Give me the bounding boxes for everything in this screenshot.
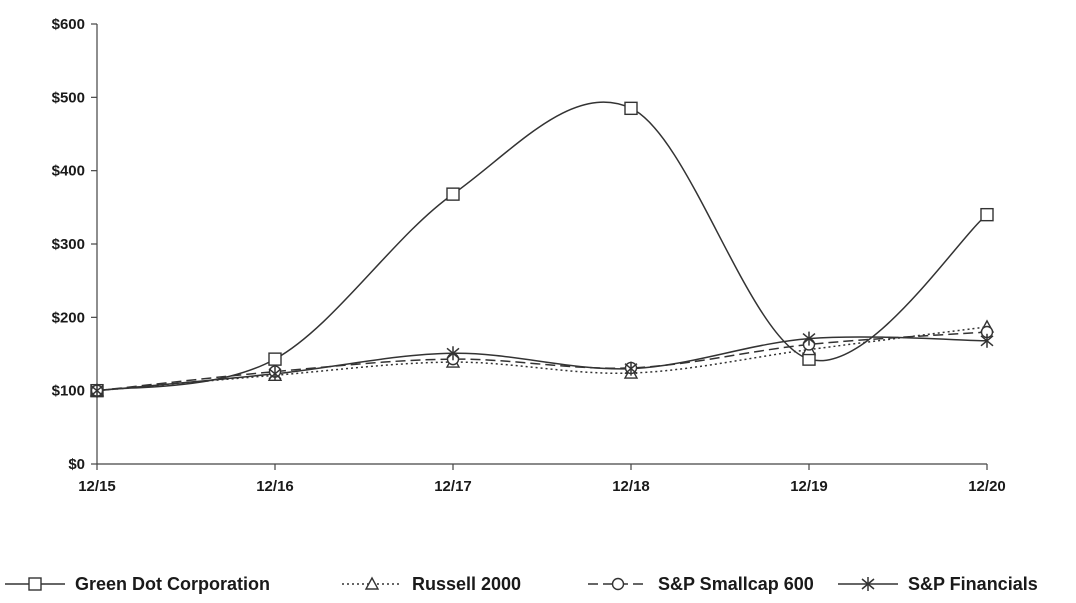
series-line-3	[96, 336, 988, 392]
y-tick-label: $0	[68, 456, 85, 473]
data-point-asterisk-marker	[446, 346, 460, 361]
data-point-square-marker	[268, 352, 282, 366]
legend-label: Russell 2000	[412, 574, 521, 594]
y-tick-label: $500	[52, 89, 85, 106]
y-tick-label: $400	[52, 163, 85, 180]
legend-label: S&P Financials	[908, 574, 1038, 594]
x-tick-label: 12/20	[968, 478, 1006, 495]
data-point-square-marker	[980, 207, 994, 222]
x-tick-label: 12/15	[78, 478, 116, 495]
legend-square-marker	[28, 577, 42, 591]
data-point-asterisk-marker	[624, 361, 638, 376]
y-tick-label: $200	[52, 309, 85, 326]
axes: $0 $100 $200 $300 $400 $500 $600 12/15 12/16 12/1…	[52, 16, 1006, 495]
y-tick-label: $300	[52, 236, 85, 253]
x-tick-label: 12/17	[434, 478, 472, 495]
x-tick-label: 12/18	[612, 478, 650, 495]
legend-triangle-marker	[364, 576, 380, 590]
data-point-square-marker	[624, 101, 638, 116]
y-tick-label: $100	[52, 383, 85, 400]
legend-item: S&P Financials	[838, 574, 1038, 594]
legend: Green Dot Corporation Russell 2000 S&P Sma…	[5, 574, 1038, 594]
series-line-2	[96, 331, 988, 392]
data-point-asterisk-marker	[802, 331, 816, 346]
series-lines	[96, 101, 988, 392]
legend-label: Green Dot Corporation	[75, 574, 270, 594]
data-point-asterisk-marker	[980, 333, 994, 348]
data-point-asterisk-marker	[268, 366, 282, 381]
data-point-asterisk-marker	[90, 383, 104, 398]
series-line-0	[96, 101, 988, 392]
x-tick-label: 12/19	[790, 478, 828, 495]
legend-asterisk-marker	[861, 577, 875, 591]
series-markers	[89, 101, 995, 398]
x-tick-label: 12/16	[256, 478, 294, 495]
data-point-square-marker	[446, 187, 460, 201]
legend-label: S&P Smallcap 600	[658, 574, 814, 594]
y-tick-label: $600	[52, 16, 85, 33]
legend-item: S&P Smallcap 600	[588, 574, 814, 594]
legend-item: Russell 2000	[342, 574, 521, 594]
legend-item: Green Dot Corporation	[5, 574, 270, 594]
series-line-1	[96, 326, 988, 392]
legend-circle-marker	[611, 577, 625, 591]
